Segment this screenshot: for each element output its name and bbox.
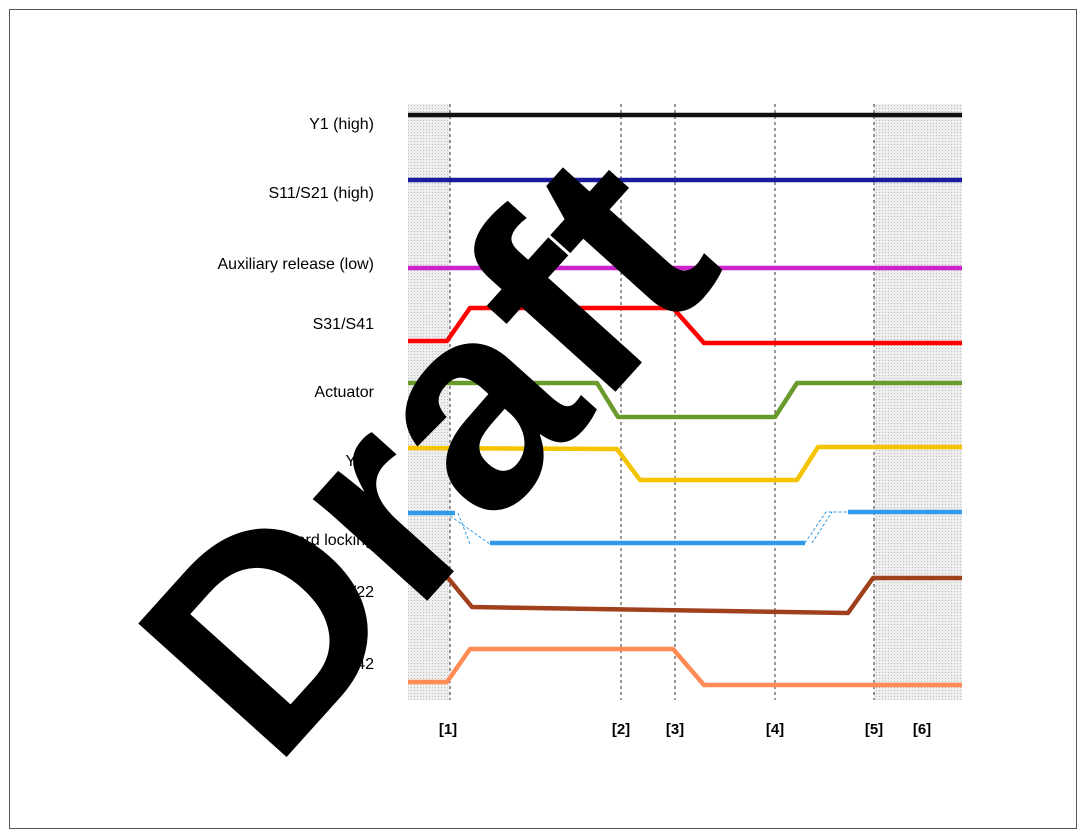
trace-1222 <box>408 575 962 616</box>
trace-s31s41 <box>408 305 962 346</box>
step-markers: [1] [2] [3] [4] [5] [6] <box>439 721 931 738</box>
signal-labels: Y1 (high) S11/S21 (high) Auxiliary relea… <box>218 116 375 673</box>
label-3242: 32/42 <box>334 656 374 673</box>
trace-y32 <box>407 444 962 483</box>
signal-traces <box>407 112 962 688</box>
label-aux: Auxiliary release (low) <box>218 256 375 273</box>
label-y32: Y32 <box>346 453 375 470</box>
label-1222: 12/22 <box>334 584 374 601</box>
label-actuator: Actuator <box>314 384 374 401</box>
marker-1: [1] <box>439 721 457 738</box>
label-s11s21: S11/S21 (high) <box>268 185 374 202</box>
label-guard-locking: Guard locking <box>275 532 374 549</box>
marker-5: [5] <box>865 721 883 738</box>
guard-transition-4 <box>811 511 833 544</box>
marker-4: [4] <box>766 721 784 738</box>
guard-locking-transitions <box>445 511 848 545</box>
label-s31s41: S31/S41 <box>313 316 374 333</box>
trace-3242 <box>408 646 962 688</box>
label-y1: Y1 (high) <box>309 116 374 133</box>
trace-actuator <box>408 380 962 420</box>
guard-transition-1 <box>445 512 491 545</box>
guard-transition-3 <box>804 511 848 544</box>
shaded-region-start <box>408 104 450 700</box>
marker-6: [6] <box>913 721 931 738</box>
marker-2: [2] <box>612 721 630 738</box>
marker-3: [3] <box>666 721 684 738</box>
shaded-region-end <box>874 104 962 700</box>
guard-transition-2 <box>457 512 471 545</box>
